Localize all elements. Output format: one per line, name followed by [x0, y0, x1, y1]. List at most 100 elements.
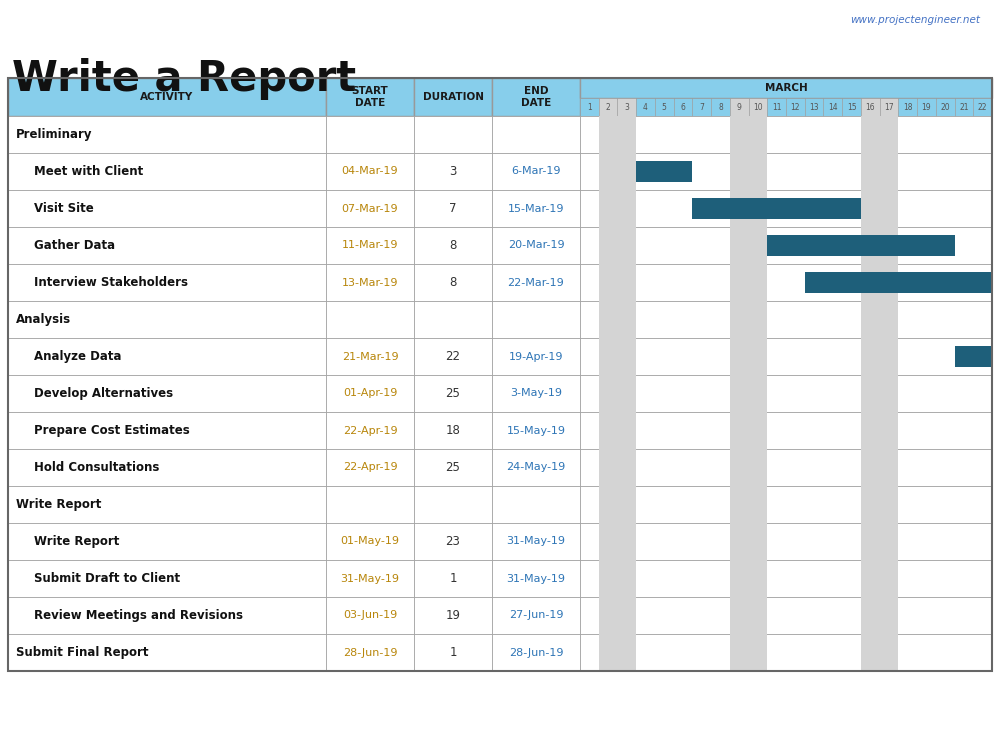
Text: 24-May-19: 24-May-19: [506, 463, 566, 472]
Bar: [414, 597, 492, 634]
Text: Review Meetings and Revisions: Review Meetings and Revisions: [34, 609, 243, 622]
Bar: [749, 375, 767, 412]
Bar: [599, 449, 617, 486]
Bar: [861, 634, 880, 671]
Bar: [326, 449, 414, 486]
Text: 11-Mar-19: 11-Mar-19: [342, 241, 398, 250]
Bar: [730, 301, 749, 338]
Bar: [617, 338, 636, 375]
Bar: [823, 98, 842, 116]
Bar: [861, 486, 880, 523]
Bar: [580, 338, 992, 375]
Bar: [8, 78, 992, 671]
Bar: [580, 523, 992, 560]
Text: www.projectengineer.net: www.projectengineer.net: [850, 15, 980, 25]
Bar: [880, 301, 898, 338]
Text: 6: 6: [681, 103, 685, 112]
Bar: [580, 116, 992, 153]
Bar: [636, 98, 655, 116]
Text: 10: 10: [753, 103, 763, 112]
Bar: [880, 486, 898, 523]
Bar: [842, 98, 861, 116]
Bar: [492, 634, 580, 671]
Bar: [880, 523, 898, 560]
Text: MARCH: MARCH: [765, 83, 807, 93]
Bar: [580, 153, 992, 190]
Bar: [599, 301, 617, 338]
Text: END
DATE: END DATE: [521, 86, 551, 108]
Bar: [492, 153, 580, 190]
Bar: [861, 449, 880, 486]
Bar: [8, 560, 326, 597]
Text: Write Report: Write Report: [34, 535, 119, 548]
Bar: [674, 98, 692, 116]
Text: 7: 7: [449, 202, 457, 215]
Text: 07-Mar-19: 07-Mar-19: [342, 203, 398, 214]
Text: Visit Site: Visit Site: [34, 202, 94, 215]
Bar: [730, 486, 749, 523]
Bar: [599, 486, 617, 523]
Bar: [617, 375, 636, 412]
Bar: [805, 272, 992, 292]
Bar: [492, 486, 580, 523]
Bar: [749, 98, 767, 116]
Bar: [492, 560, 580, 597]
Bar: [580, 375, 992, 412]
Text: 19: 19: [446, 609, 460, 622]
Text: 3: 3: [624, 103, 629, 112]
Text: 8: 8: [449, 239, 457, 252]
Bar: [730, 116, 749, 153]
Bar: [730, 375, 749, 412]
Bar: [749, 449, 767, 486]
Text: 4: 4: [643, 103, 648, 112]
Bar: [492, 301, 580, 338]
Text: 6-Mar-19: 6-Mar-19: [511, 166, 561, 176]
Bar: [492, 78, 580, 116]
Bar: [414, 634, 492, 671]
Text: 15-Mar-19: 15-Mar-19: [508, 203, 564, 214]
Bar: [767, 236, 955, 256]
Bar: [880, 560, 898, 597]
Bar: [730, 264, 749, 301]
Bar: [617, 301, 636, 338]
Bar: [767, 98, 786, 116]
Text: 16: 16: [865, 103, 875, 112]
Bar: [617, 560, 636, 597]
Bar: [599, 264, 617, 301]
Bar: [617, 98, 636, 116]
Text: 7: 7: [699, 103, 704, 112]
Bar: [730, 560, 749, 597]
Bar: [599, 560, 617, 597]
Bar: [749, 634, 767, 671]
Text: 01-May-19: 01-May-19: [340, 536, 400, 547]
Bar: [580, 98, 599, 116]
Bar: [861, 98, 880, 116]
Bar: [861, 375, 880, 412]
Text: ACTIVITY: ACTIVITY: [140, 92, 194, 102]
Bar: [880, 227, 898, 264]
Text: 03-Jun-19: 03-Jun-19: [343, 610, 397, 620]
Bar: [617, 153, 636, 190]
Bar: [749, 264, 767, 301]
Bar: [599, 634, 617, 671]
Bar: [8, 301, 326, 338]
Bar: [955, 98, 973, 116]
Bar: [749, 523, 767, 560]
Bar: [8, 264, 326, 301]
Bar: [414, 153, 492, 190]
Bar: [692, 98, 711, 116]
Bar: [414, 116, 492, 153]
Bar: [880, 338, 898, 375]
Bar: [326, 116, 414, 153]
Text: Write Report: Write Report: [16, 498, 101, 511]
Text: START
DATE: START DATE: [352, 86, 388, 108]
Bar: [492, 227, 580, 264]
Text: Preliminary: Preliminary: [16, 128, 92, 141]
Bar: [730, 338, 749, 375]
Text: 5: 5: [662, 103, 667, 112]
Bar: [730, 634, 749, 671]
Bar: [414, 560, 492, 597]
Bar: [617, 523, 636, 560]
Bar: [861, 301, 880, 338]
Bar: [326, 78, 414, 116]
